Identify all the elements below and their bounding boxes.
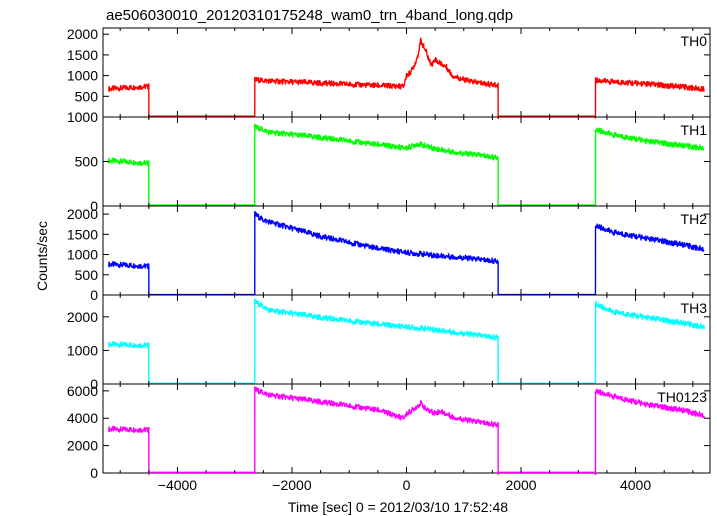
y-tick-label: 2000 [67,206,98,222]
y-tick-label: 0 [90,198,98,214]
y-axis-label: Counts/sec [34,221,50,291]
panel-frame [102,27,711,118]
y-tick-label: 0 [90,287,98,303]
series-line-th2 [108,211,705,298]
y-tick-label: 4000 [67,410,98,426]
x-tick-label: 0 [403,477,411,493]
y-tick-label: 6000 [67,383,98,399]
y-tick-label: 2000 [67,438,98,454]
x-axis-label: Time [sec] 0 = 2012/03/10 17:52:48 [288,499,508,515]
y-tick-label: 0 [90,376,98,392]
y-tick-label: 1500 [67,226,98,242]
y-tick-label: 1000 [67,247,98,263]
panels-group: TH0 500 1000 1500 2000 TH1 0 500 1000 TH2 0 500 1000… [67,26,711,493]
series-line-th1 [108,123,705,209]
x-tick-label: 4000 [620,477,651,493]
y-tick-label: 2000 [67,26,98,42]
y-tick-label: 500 [75,154,99,170]
x-tick-label: −4000 [158,477,198,493]
y-tick-label: 0 [90,465,98,481]
y-tick-label: 1000 [67,109,98,125]
x-tick-label: 2000 [505,477,536,493]
panel-label-th1: TH1 [681,122,708,138]
panel-label-th3: TH3 [681,300,708,316]
panel-frame [102,294,711,385]
series-line-th3 [108,298,705,387]
series-line-th0123 [108,386,705,476]
series-line-th0 [108,37,705,120]
y-tick-label: 2000 [67,309,98,325]
panel-label-th2: TH2 [681,211,708,227]
panel-label-th0123: TH0123 [657,389,707,405]
panel-label-th0: TH0 [681,33,708,49]
x-tick-label: −2000 [272,477,312,493]
chart-title: ae506030010_20120310175248_wam0_trn_4ban… [106,7,513,24]
y-tick-label: 500 [75,267,99,283]
y-tick-label: 1000 [67,68,98,84]
y-tick-label: 1500 [67,47,98,63]
y-tick-label: 500 [75,88,99,104]
y-tick-label: 1000 [67,342,98,358]
panel-frame [102,116,711,207]
panel-frame [102,205,711,296]
